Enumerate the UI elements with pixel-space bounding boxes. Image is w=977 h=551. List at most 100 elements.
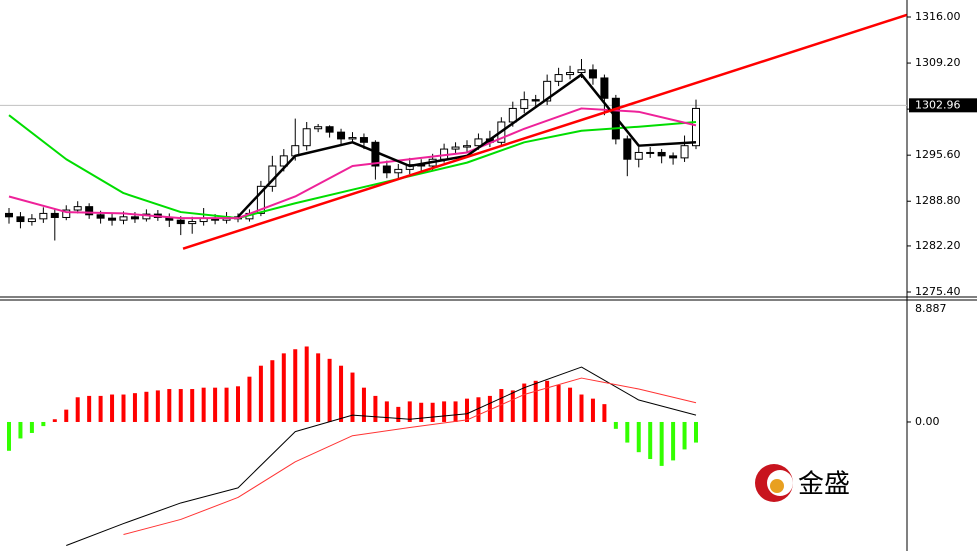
- y-tick-label: 1282.20: [915, 239, 961, 252]
- candle-body: [600, 77, 609, 99]
- histogram-bar: [52, 419, 57, 422]
- candle-body: [5, 212, 13, 218]
- histogram-bar: [373, 395, 378, 422]
- candle-body: [50, 212, 59, 218]
- y-tick-label: 1295.60: [915, 148, 961, 161]
- candle-body: [96, 214, 105, 219]
- indicator-line: [8, 114, 697, 220]
- histogram-bar: [522, 383, 527, 422]
- candle-body: [451, 146, 460, 150]
- histogram-bar: [339, 365, 344, 422]
- histogram-bar: [155, 390, 160, 422]
- candle-body: [337, 131, 346, 140]
- histogram-bar: [213, 387, 218, 422]
- histogram-bar: [144, 391, 149, 422]
- histogram-bar: [602, 404, 607, 422]
- histogram-bar: [442, 401, 447, 422]
- candle-body: [39, 212, 48, 220]
- candle-body: [577, 69, 586, 74]
- y-tick-label: 8.887: [915, 302, 947, 315]
- histogram-bar: [476, 397, 481, 422]
- histogram-bar: [190, 389, 195, 422]
- histogram-bar: [648, 421, 653, 460]
- histogram-bar: [430, 402, 435, 422]
- histogram-bar: [487, 395, 492, 422]
- histogram-bar: [556, 384, 561, 422]
- logo: 金盛: [755, 464, 850, 502]
- y-tick-label: 1316.00: [915, 10, 961, 23]
- histogram-bar: [327, 358, 332, 422]
- candle-body: [463, 145, 471, 148]
- candle-body: [348, 137, 357, 140]
- candle-body: [669, 155, 678, 159]
- candle-body: [634, 151, 643, 160]
- candle-body: [314, 126, 323, 130]
- histogram-bar: [671, 421, 676, 461]
- histogram-bar: [247, 376, 252, 422]
- candle-body: [176, 219, 185, 225]
- histogram-bar: [316, 353, 321, 422]
- histogram-bar: [281, 353, 286, 422]
- candle-body: [566, 72, 575, 76]
- y-tick-label: 0.00: [915, 415, 940, 428]
- histogram-bar: [694, 421, 698, 443]
- histogram-bar: [625, 421, 630, 443]
- histogram-bar: [224, 387, 229, 422]
- histogram-bar: [613, 421, 618, 429]
- candle-body: [188, 221, 197, 225]
- histogram-bar: [236, 386, 240, 422]
- candle-body: [382, 165, 391, 174]
- candle-body: [692, 107, 700, 147]
- candle-body: [657, 151, 666, 157]
- histogram-bar: [384, 401, 389, 422]
- candle-body: [359, 137, 368, 143]
- histogram-bar: [29, 421, 34, 433]
- candle-body: [302, 128, 311, 147]
- last-price-label: 1302.96: [915, 98, 961, 111]
- candle-body: [508, 107, 517, 123]
- candle-body: [256, 185, 265, 214]
- candle-body: [543, 80, 552, 102]
- logo-text: 金盛: [798, 470, 850, 500]
- indicator-line: [66, 366, 697, 546]
- histogram-bar: [121, 394, 126, 422]
- histogram-bar: [201, 387, 206, 422]
- candle-body: [646, 151, 655, 154]
- indicator-line: [8, 107, 697, 220]
- candle-body: [62, 209, 71, 218]
- histogram-bar: [270, 360, 275, 422]
- candle-body: [588, 69, 597, 79]
- histogram-bar: [64, 409, 69, 422]
- y-tick-label: 1309.20: [915, 56, 961, 69]
- histogram-bar: [419, 402, 424, 422]
- histogram-bar: [636, 421, 641, 453]
- candle-body: [520, 99, 529, 109]
- histogram-bar: [659, 421, 664, 466]
- candle-body: [623, 138, 632, 160]
- histogram-bar: [350, 372, 355, 422]
- candle-body: [85, 206, 94, 216]
- histogram-bar: [132, 393, 137, 422]
- y-tick-label: 1288.80: [915, 194, 961, 207]
- candle-body: [119, 216, 128, 221]
- last-price-box: [909, 98, 977, 113]
- histogram-bar: [361, 387, 366, 422]
- candle-body: [474, 138, 483, 147]
- histogram-bar: [178, 389, 183, 422]
- candle-body: [27, 218, 36, 223]
- histogram-bar: [258, 365, 263, 422]
- histogram-bar: [499, 389, 504, 422]
- histogram-bar: [87, 395, 92, 422]
- candle-body: [108, 217, 117, 221]
- histogram-bar: [110, 394, 115, 422]
- histogram-bar: [590, 398, 595, 422]
- histogram-bar: [41, 421, 46, 427]
- histogram-bar: [465, 398, 469, 422]
- histogram-bar: [568, 387, 573, 422]
- histogram-bar: [7, 421, 11, 451]
- histogram-bar: [75, 397, 80, 422]
- histogram-bar: [304, 346, 309, 422]
- candle-body: [73, 206, 82, 211]
